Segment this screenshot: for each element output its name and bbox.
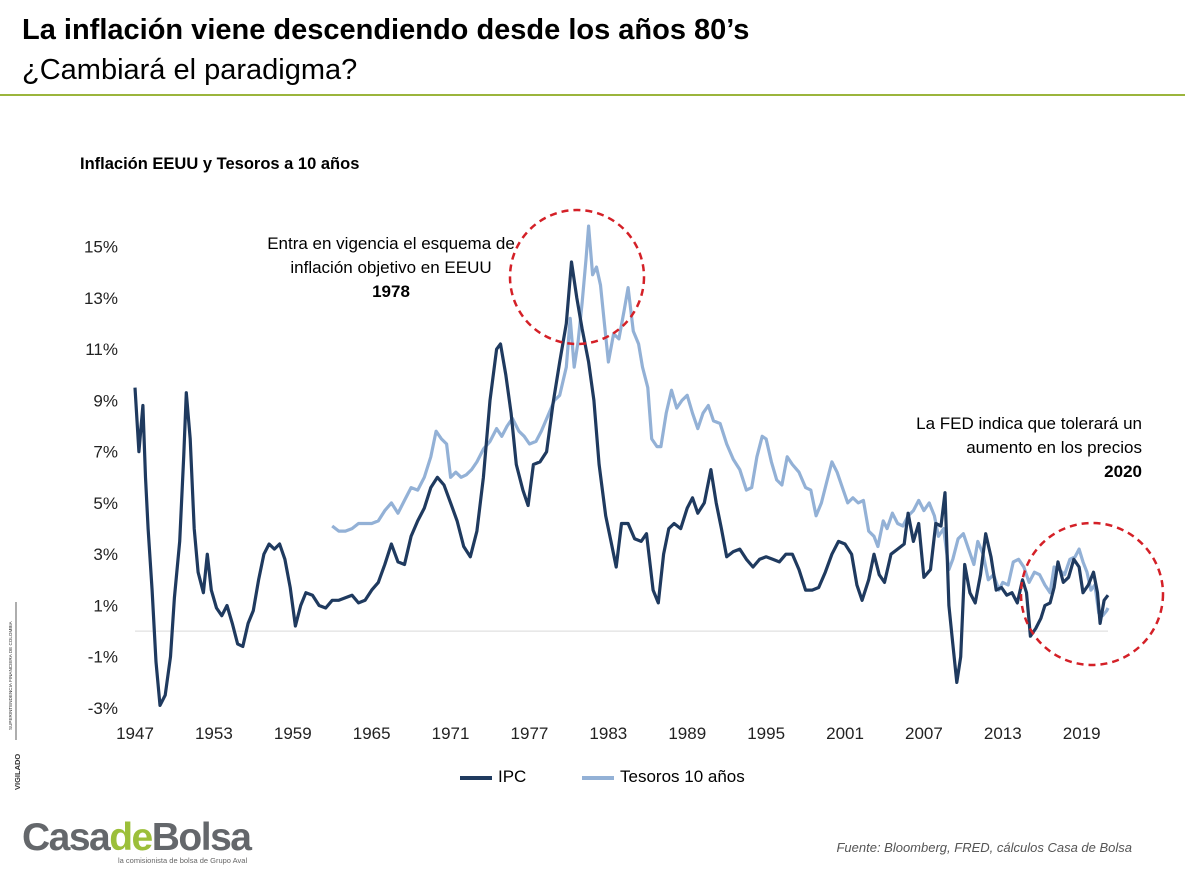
y-tick-label: 11%: [85, 340, 118, 359]
highlight-circle-1978: [508, 208, 646, 346]
highlight-circle-2020: [1019, 521, 1165, 667]
series-line-ipc: [133, 260, 1110, 708]
header-divider: [0, 94, 1185, 96]
x-tick-label: 2007: [905, 724, 943, 743]
y-tick-label: 1%: [93, 596, 118, 615]
x-tick-label: 1989: [668, 724, 706, 743]
x-tick-label: 1983: [589, 724, 627, 743]
x-tick-label: 1971: [432, 724, 470, 743]
logo-tagline: la comisionista de bolsa de Grupo Aval: [118, 856, 248, 865]
annotation-2020-text: La FED indica que tolerará un aumento en…: [916, 414, 1142, 457]
x-tick-label: 1959: [274, 724, 312, 743]
series-layer: [133, 224, 1110, 708]
annotation-2020-year: 2020: [1104, 462, 1142, 481]
x-tick-label: 2001: [826, 724, 864, 743]
y-tick-label: 13%: [84, 289, 118, 308]
annotation-1978-text: Entra en vigencia el esquema de inflació…: [267, 234, 515, 277]
x-tick-label: 1977: [511, 724, 549, 743]
y-tick-label: 7%: [93, 443, 118, 462]
annotation-2020: La FED indica que tolerará un aumento en…: [900, 412, 1142, 484]
y-tick-label: -1%: [88, 648, 118, 667]
x-tick-label: 2019: [1063, 724, 1101, 743]
legend-item-tesoros: Tesoros 10 años: [582, 767, 745, 787]
legend-item-ipc: IPC: [460, 767, 526, 787]
vigilado-label: VIGILADO: [13, 754, 22, 790]
vigilado-sfc-label: SUPERINTENDENCIA FINANCIERA DE COLOMBIA: [8, 620, 13, 730]
x-tick-label: 1995: [747, 724, 785, 743]
x-tick-label: 1953: [195, 724, 233, 743]
y-tick-label: 15%: [84, 238, 118, 257]
vigilado-badge: VIGILADO SUPERINTENDENCIA FINANCIERA DE …: [8, 602, 22, 790]
legend-label-ipc: IPC: [498, 767, 527, 786]
annotation-1978-year: 1978: [372, 282, 410, 301]
y-tick-label: 9%: [93, 391, 118, 410]
legend-swatch-ipc: [460, 775, 492, 780]
x-tick-label: 1965: [353, 724, 391, 743]
page-subtitle: ¿Cambiará el paradigma?: [22, 54, 358, 86]
page-title: La inflación viene descendiendo desde lo…: [22, 14, 750, 46]
casadebolsa-logo: CasadeBolsa: [22, 816, 252, 859]
chart-title: Inflación EEUU y Tesoros a 10 años: [80, 155, 360, 173]
y-tick-label: 5%: [93, 494, 118, 513]
annotation-1978: Entra en vigencia el esquema de inflació…: [266, 232, 516, 304]
y-tick-label: -3%: [88, 699, 118, 718]
legend-label-tesoros: Tesoros 10 años: [620, 767, 745, 786]
legend-swatch-tesoros: [582, 775, 614, 780]
y-tick-label: 3%: [93, 545, 118, 564]
x-tick-label: 1947: [116, 724, 154, 743]
x-tick-label: 2013: [984, 724, 1022, 743]
x-axis: 1947 1953 1959 1965 1971 1977 1983 1989 1995 2001…: [116, 724, 1101, 743]
y-axis: -3% -1% 1% 3% 5% 7% 9% 11% 13% 15%: [84, 238, 118, 718]
source-note: Fuente: Bloomberg, FRED, cálculos Casa d…: [836, 840, 1132, 855]
